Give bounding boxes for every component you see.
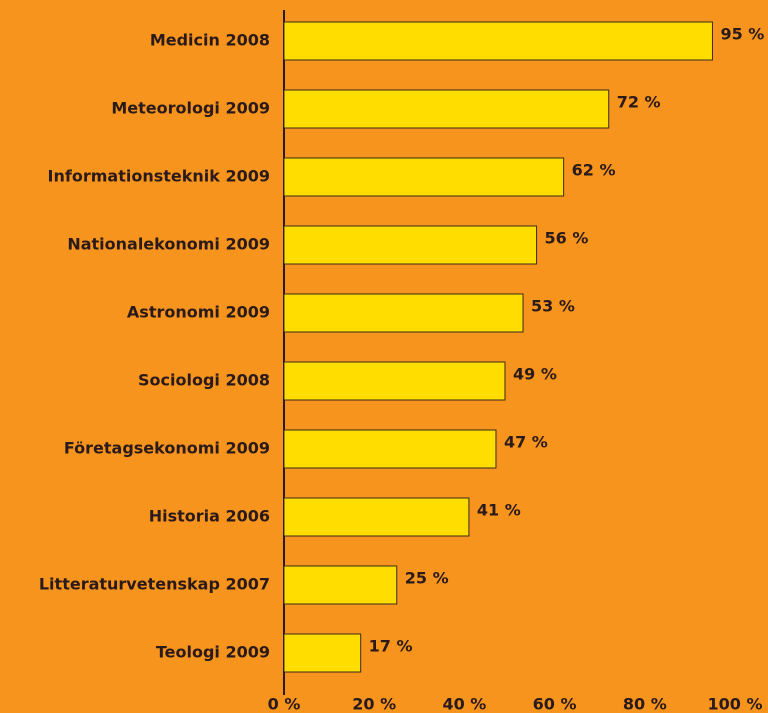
y-tick-label: Meteorologi 2009 [111, 99, 270, 118]
x-tick-label: 80 % [623, 695, 667, 713]
bar [283, 633, 362, 673]
value-label: 25 % [405, 569, 449, 588]
value-label: 49 % [513, 365, 557, 384]
value-label: 17 % [369, 637, 413, 656]
y-tick-label: Medicin 2008 [150, 31, 270, 50]
y-tick-label: Nationalekonomi 2009 [67, 235, 270, 254]
bar [283, 361, 506, 401]
y-tick-label: Sociologi 2008 [138, 371, 270, 390]
value-label: 47 % [504, 433, 548, 452]
bar [283, 293, 524, 333]
x-tick-label: 0 % [268, 695, 301, 713]
x-tick-label: 20 % [352, 695, 396, 713]
x-tick-label: 100 % [708, 695, 763, 713]
x-tick-label: 60 % [533, 695, 577, 713]
x-tick-label: 40 % [442, 695, 486, 713]
y-tick-label: Teologi 2009 [156, 643, 270, 662]
bar [283, 157, 565, 197]
y-tick-label: Informationsteknik 2009 [48, 167, 270, 186]
bar [283, 89, 610, 129]
y-tick-label: Litteraturvetenskap 2007 [39, 575, 270, 594]
value-label: 41 % [477, 501, 521, 520]
value-label: 56 % [545, 229, 589, 248]
y-tick-label: Historia 2006 [149, 507, 270, 526]
bar [283, 565, 398, 605]
y-tick-label: Astronomi 2009 [127, 303, 270, 322]
bar [283, 497, 470, 537]
y-tick-label: Företagsekonomi 2009 [64, 439, 270, 458]
bar [283, 429, 497, 469]
value-label: 95 % [720, 25, 764, 44]
bar [283, 21, 713, 61]
value-label: 72 % [617, 93, 661, 112]
value-label: 62 % [572, 161, 616, 180]
bar [283, 225, 538, 265]
value-label: 53 % [531, 297, 575, 316]
